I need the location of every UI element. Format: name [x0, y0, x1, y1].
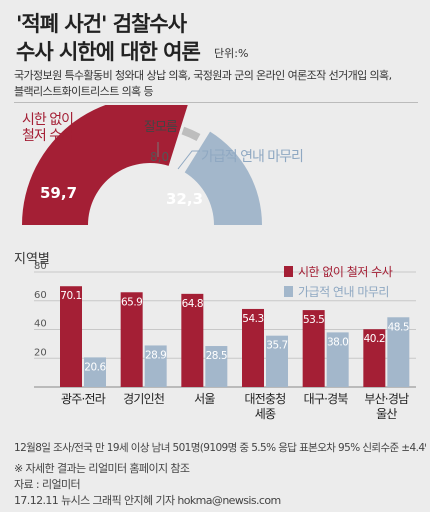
bar-value-label: 65.9	[121, 296, 142, 308]
legend-swatch	[284, 266, 293, 277]
category-label: 광주·전라	[61, 392, 106, 406]
y-tick-label: 20	[34, 347, 47, 358]
category-label: 대전충청	[245, 392, 286, 406]
bar	[266, 335, 288, 387]
y-tick-label: 60	[34, 290, 47, 301]
category-label: 세종	[255, 407, 276, 421]
gauge-label-thorough: 시한 없이 철저 수사	[22, 112, 74, 144]
subtitle: 국가정보원 특수활동비 청와대 상납 의혹, 국정원과 군의 온라인 여론조작 …	[14, 68, 424, 100]
bar-value-label: 20.6	[84, 361, 106, 373]
gauge-value-unknown: 8,0	[150, 150, 170, 164]
bar	[205, 346, 228, 387]
gauge-label-thorough-line2: 철저 수사	[22, 128, 74, 144]
gauge-chart	[22, 105, 262, 225]
bar	[363, 329, 386, 387]
category-label: 울산	[376, 407, 397, 421]
survey-note: 12월8일 조사/전국 만 19세 이상 남녀 501명(9109명 중 5.5…	[14, 442, 426, 454]
bar-value-label: 54.3	[242, 313, 263, 325]
detail-note: ※ 자세한 결과는 리얼미터 홈페이지 참조	[14, 462, 190, 475]
gauge-label-year-end: 가급적 연내 마무리	[201, 149, 304, 165]
bar-value-label: 28.5	[206, 350, 227, 362]
category-label: 서울	[194, 392, 215, 406]
bar-value-label: 53.5	[303, 314, 324, 326]
unit-label: 단위:%	[214, 47, 249, 60]
title-line1: '적폐 사건' 검찰수사	[16, 12, 187, 36]
bar	[302, 310, 325, 387]
y-tick-label: 80	[34, 262, 47, 272]
bar	[326, 332, 349, 387]
bar-value-label: 64.8	[182, 298, 203, 310]
gauge-slice-thorough	[22, 105, 188, 225]
title-line2: 수사 시한에 대한 여론	[16, 40, 201, 64]
gauge-label-unknown: 잘모름	[144, 120, 178, 135]
gauge-leader-year-end	[177, 150, 200, 170]
gauge-slice-year-end	[184, 131, 262, 225]
legend-label: 시한 없이 철저 수사	[298, 265, 393, 279]
bar	[144, 345, 167, 387]
gauge-value-year-end: 32,3	[166, 190, 204, 208]
source-note: 자료 : 리얼미터	[14, 478, 81, 491]
category-label: 부산·경남	[364, 392, 409, 406]
bar-value-label: 35.7	[266, 340, 287, 352]
divider	[14, 102, 418, 103]
bar	[242, 308, 264, 387]
category-label: 경기인천	[123, 391, 164, 406]
gauge-label-thorough-line1: 시한 없이	[22, 112, 74, 128]
legend-label: 가급적 연내 마무리	[298, 285, 389, 299]
bar-value-label: 70.1	[60, 290, 81, 302]
credit-note: 17.12.11 뉴시스 그래픽 안지혜 기자 hokma@newsis.com	[14, 494, 281, 507]
bar-value-label: 40.2	[364, 333, 385, 345]
bar	[181, 293, 204, 387]
region-chart-title: 지역별	[14, 252, 50, 267]
bar	[120, 292, 143, 387]
bar	[60, 286, 82, 387]
legend-swatch	[284, 286, 293, 297]
gauge-slice-unknown	[181, 126, 201, 142]
bar	[84, 357, 106, 387]
bar-value-label: 38.0	[327, 336, 348, 348]
subtitle-line2: 블랙리스트화이트리스트 의혹 등	[14, 85, 154, 98]
subtitle-line1: 국가정보원 특수활동비 청와대 상납 의혹, 국정원과 군의 온라인 여론조작 …	[14, 69, 392, 82]
category-label: 대구·경북	[304, 392, 349, 406]
bar-value-label: 48.5	[388, 321, 409, 333]
bar-value-label: 28.9	[145, 349, 166, 361]
gauge-value-thorough: 59,7	[40, 184, 78, 202]
bar	[387, 317, 410, 387]
y-tick-label: 40	[34, 319, 47, 330]
